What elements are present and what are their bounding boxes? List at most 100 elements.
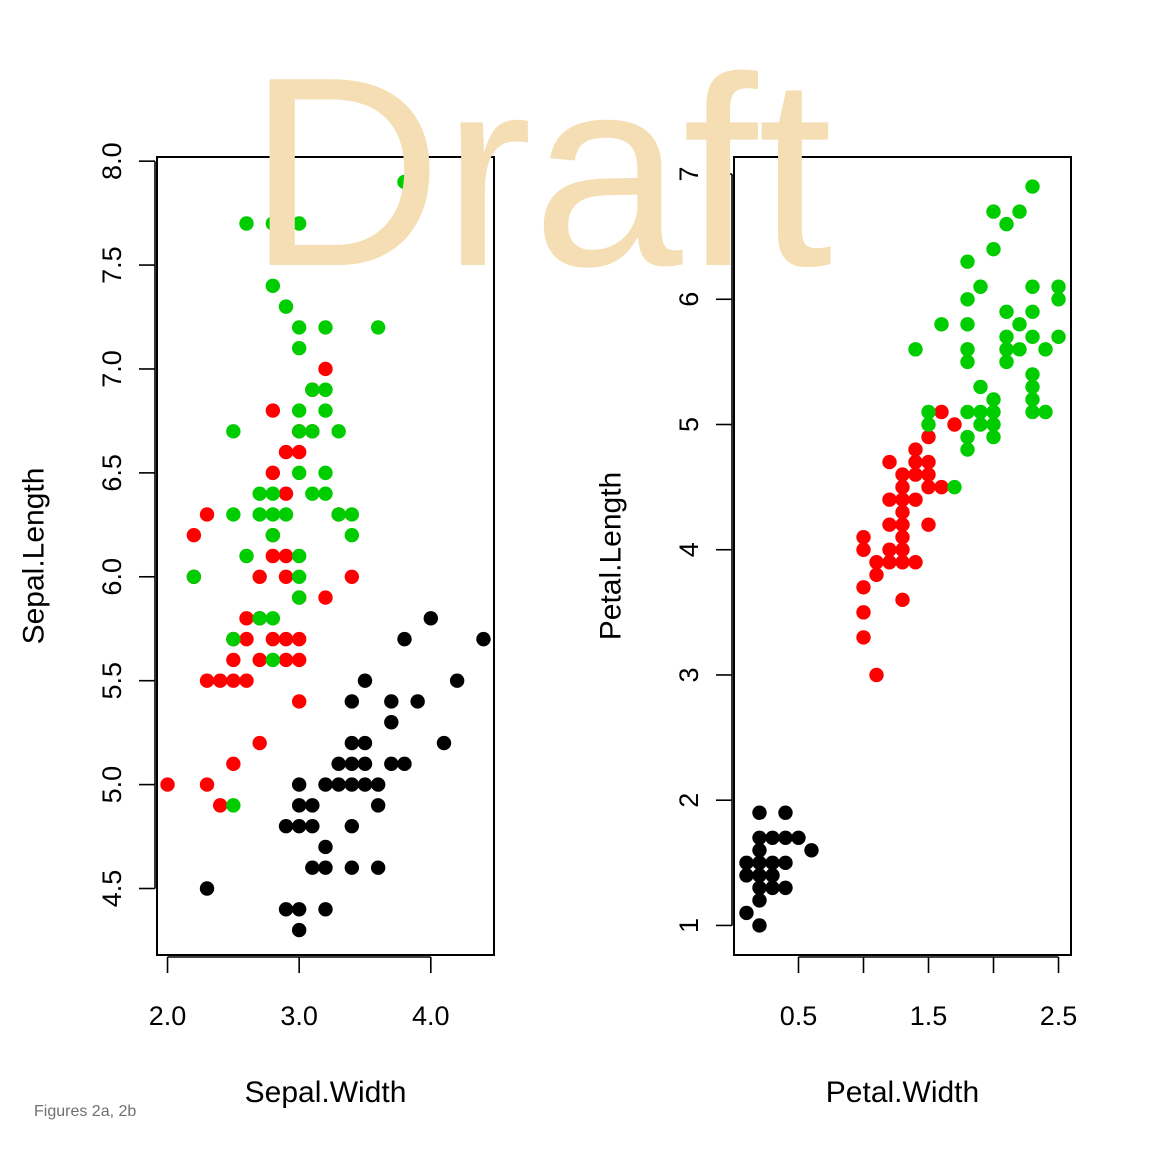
- petal-x-tick-label: 1.5: [910, 1001, 948, 1031]
- petal-point-series-2: [856, 605, 871, 620]
- sepal-point-series-2: [252, 735, 267, 751]
- petal-point-series-3: [999, 342, 1014, 357]
- sepal-point-series-2: [318, 361, 333, 377]
- sepal-point-series-3: [318, 403, 333, 418]
- sepal-point-series-2: [226, 756, 241, 772]
- sepal-point-series-1: [423, 611, 439, 626]
- petal-point-series-2: [947, 417, 962, 432]
- sepal-point-series-3: [278, 299, 294, 314]
- petal-point-series-3: [960, 317, 975, 332]
- sepal-y-axis-label: Sepal.Length: [18, 468, 51, 645]
- sepal-point-series-3: [252, 507, 267, 522]
- sepal-point-series-2: [252, 569, 267, 584]
- sepal-point-series-2: [291, 631, 307, 647]
- petal-point-series-1: [752, 843, 767, 858]
- sepal-point-series-3: [291, 548, 307, 564]
- petal-point-series-2: [921, 429, 936, 445]
- sepal-point-series-3: [397, 174, 412, 190]
- sepal-point-series-2: [226, 652, 241, 668]
- petal-point-series-2: [856, 530, 871, 545]
- petal-y-tick-label: 4: [674, 542, 704, 557]
- sepal-point-series-1: [449, 673, 465, 688]
- petal-point-series-3: [960, 254, 975, 269]
- petal-point-series-1: [752, 855, 767, 871]
- sepal-x-axis-label: Sepal.Width: [245, 1076, 407, 1109]
- sepal-point-series-1: [291, 818, 307, 834]
- sepal-x-tick-label: 3.0: [280, 1001, 318, 1031]
- petal-point-series-1: [752, 830, 767, 845]
- sepal-point-series-2: [212, 798, 228, 813]
- petal-point-series-1: [752, 868, 767, 883]
- petal-point-series-1: [791, 830, 806, 845]
- sepal-point-series-1: [305, 818, 320, 834]
- sepal-point-series-3: [278, 507, 294, 522]
- sepal-point-series-1: [278, 818, 294, 834]
- sepal-point-series-2: [265, 465, 281, 481]
- sepal-point-series-3: [291, 403, 307, 418]
- petal-point-series-3: [986, 204, 1001, 219]
- sepal-point-series-2: [239, 611, 254, 626]
- petal-point-series-2: [882, 517, 897, 532]
- petal-point-series-3: [986, 429, 1001, 445]
- sepal-point-series-2: [278, 569, 294, 584]
- sepal-point-series-1: [397, 631, 412, 647]
- petal-point-series-3: [999, 329, 1014, 345]
- petal-point-series-2: [908, 492, 923, 507]
- sepal-point-series-2: [278, 652, 294, 668]
- sepal-point-series-2: [199, 507, 215, 522]
- sepal-point-series-3: [291, 320, 307, 335]
- draft-watermark: Draft: [247, 22, 833, 323]
- petal-point-series-2: [856, 580, 871, 595]
- sepal-point-series-1: [291, 777, 307, 792]
- sepal-point-series-2: [199, 777, 215, 792]
- sepal-point-series-1: [476, 631, 491, 647]
- petal-y-axis: 1 2 3 4 5 6 7: [674, 167, 733, 933]
- petal-point-series-3: [1012, 342, 1027, 357]
- sepal-point-series-3: [265, 278, 281, 294]
- petal-point-series-2: [908, 555, 923, 570]
- sepal-point-series-3: [226, 798, 241, 813]
- petal-point-series-2: [869, 555, 884, 570]
- sepal-point-series-1: [357, 673, 373, 688]
- sepal-point-series-1: [436, 735, 452, 751]
- petal-point-series-2: [895, 592, 910, 608]
- sepal-point-series-3: [291, 590, 307, 605]
- petal-point-series-3: [934, 317, 949, 332]
- petal-point-series-3: [1038, 342, 1053, 357]
- petal-point-series-2: [882, 542, 897, 557]
- petal-point-series-1: [778, 805, 793, 820]
- sepal-y-tick-label: 8.0: [97, 142, 127, 180]
- petal-point-series-2: [882, 454, 897, 470]
- petal-x-tick-label: 2.5: [1040, 1001, 1078, 1031]
- sepal-point-series-1: [397, 756, 412, 772]
- petal-point-series-2: [895, 555, 910, 570]
- petal-plot-frame: [733, 156, 1072, 956]
- sepal-y-tick-label: 5.0: [97, 766, 127, 804]
- sepal-point-series-1: [357, 756, 373, 772]
- sepal-point-series-3: [226, 424, 241, 439]
- petal-point-series-3: [1025, 379, 1040, 395]
- sepal-point-series-3: [344, 528, 360, 543]
- petal-point-series-3: [960, 292, 975, 307]
- petal-y-axis-label: Petal.Length: [595, 472, 628, 640]
- petal-point-series-3: [1025, 279, 1040, 294]
- sepal-point-series-3: [344, 507, 360, 522]
- petal-point-series-1: [752, 805, 767, 820]
- sepal-point-series-1: [305, 798, 320, 813]
- sepal-point-series-1: [357, 777, 373, 792]
- petal-point-series-1: [752, 918, 767, 933]
- petal-point-series-3: [1025, 392, 1040, 407]
- sepal-y-axis: 4.5 5.0 5.5 6.0 6.5 7.0 7.5 8.0: [97, 142, 156, 907]
- petal-point-series-3: [1012, 204, 1027, 219]
- petal-point-series-3: [960, 354, 975, 370]
- sepal-point-series-1: [318, 839, 333, 855]
- sepal-point-series-3: [397, 216, 412, 231]
- petal-x-tick-label: 0.5: [780, 1001, 818, 1031]
- petal-point-series-3: [1025, 367, 1040, 382]
- sepal-point-series-1: [344, 818, 360, 834]
- sepal-scatter-panel: 2.0 3.0 4.0 4.5 5.0 5.5 6.0 6.5 7.0 7.5 8.0 Sepal…: [18, 142, 495, 1109]
- petal-point-series-2: [882, 492, 897, 507]
- sepal-point-series-2: [239, 673, 254, 688]
- figure-caption: Figures 2a, 2b: [34, 1103, 136, 1120]
- sepal-point-series-3: [226, 507, 241, 522]
